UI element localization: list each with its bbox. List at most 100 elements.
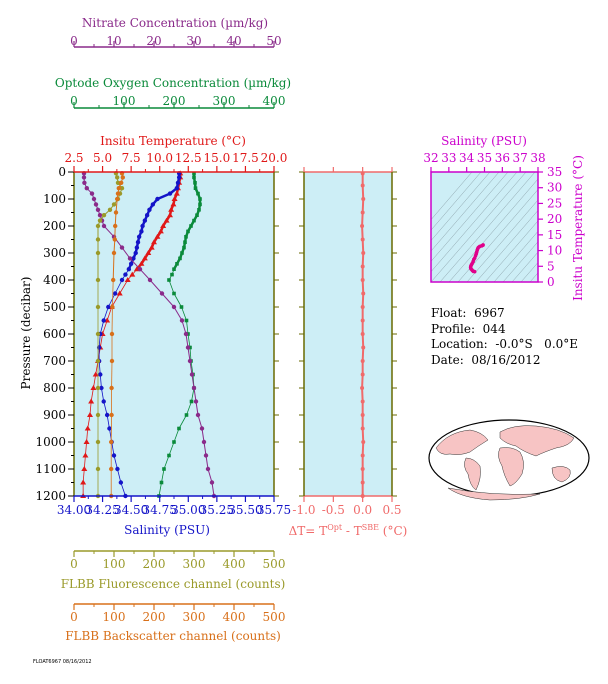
oxygen-point bbox=[162, 467, 166, 471]
oxygen-segment bbox=[168, 441, 175, 456]
oxygen-axis-title: Optode Oxygen Concentration (µm/kg) bbox=[55, 76, 291, 90]
nitrate-point bbox=[89, 191, 95, 196]
salinity-point bbox=[155, 196, 160, 202]
salinity-segment bbox=[117, 468, 122, 483]
nitrate-segment bbox=[203, 441, 207, 456]
delta-point bbox=[360, 494, 365, 498]
oxygen-series bbox=[157, 171, 202, 498]
salinity-segment bbox=[98, 360, 101, 375]
nitrate-point bbox=[101, 223, 107, 229]
salinity-point bbox=[167, 191, 173, 196]
temperature-axis: 2.5 5.0 7.5 10.0 12.5 15.0 17.5 20.0 bbox=[64, 151, 287, 173]
temperature-point bbox=[167, 212, 173, 218]
temperature-point bbox=[168, 206, 175, 212]
nitrate-series bbox=[81, 171, 217, 499]
salinity-segment bbox=[120, 482, 126, 497]
nitrate-point bbox=[127, 256, 133, 261]
oxygen-point bbox=[175, 262, 179, 266]
oxygen-segment bbox=[158, 482, 162, 497]
nitrate-point bbox=[191, 385, 197, 391]
salinity-point bbox=[107, 426, 112, 431]
date-value: 08/16/2012 bbox=[471, 352, 541, 367]
nitrate-segment bbox=[149, 279, 163, 294]
fluorescence-axis-title: FLBB Fluorescence channel (counts) bbox=[61, 577, 286, 591]
salinity-tick-label: 35.25 bbox=[200, 503, 234, 517]
oxygen-segment bbox=[191, 387, 195, 402]
ts-isopycnal bbox=[457, 189, 538, 282]
oxygen-point bbox=[183, 240, 187, 244]
temperature-point bbox=[145, 250, 152, 255]
backscatter-point bbox=[109, 466, 114, 472]
temperature-point bbox=[80, 479, 87, 485]
oxygen-point bbox=[172, 440, 176, 444]
ts-isopycnal bbox=[431, 172, 527, 282]
oxygen-point bbox=[178, 256, 182, 261]
oxygen-point bbox=[193, 181, 197, 185]
temperature-point bbox=[129, 271, 136, 277]
salinity-segment bbox=[111, 441, 115, 456]
oxygen-point bbox=[184, 318, 189, 323]
oxygen-point bbox=[192, 218, 196, 223]
nitrate-point bbox=[183, 331, 189, 337]
fluorescence-point bbox=[95, 439, 101, 445]
oxygen-segment bbox=[161, 468, 165, 483]
temperature-point bbox=[171, 196, 178, 201]
ts-isopycnal bbox=[475, 210, 538, 282]
delta-point bbox=[360, 237, 365, 242]
salinity-segment bbox=[114, 279, 123, 294]
fluorescence-point bbox=[95, 412, 101, 418]
backscatter-point bbox=[113, 223, 118, 229]
pressure-tick-label: 800 bbox=[43, 381, 66, 395]
salinity-segment bbox=[113, 455, 118, 470]
delta-axis-title: ΔT= TOpt - TSBE (°C) bbox=[289, 523, 408, 538]
ts-y-tick-label: 0 bbox=[547, 275, 555, 289]
oxygen-point bbox=[179, 305, 184, 309]
delta-point bbox=[360, 318, 365, 323]
float-value: 6967 bbox=[474, 306, 505, 320]
delta-point bbox=[361, 440, 366, 444]
salinity-point bbox=[106, 304, 111, 310]
delta-point bbox=[361, 197, 366, 201]
nitrate-segment bbox=[103, 225, 115, 238]
backscatter-segment bbox=[114, 212, 117, 227]
oxygen-point bbox=[189, 399, 194, 404]
backscatter-point bbox=[109, 385, 114, 391]
ts-isopycnal bbox=[431, 172, 509, 262]
salinity-segment bbox=[99, 374, 102, 389]
salinity-point bbox=[115, 466, 120, 472]
pressure-tick-label: 400 bbox=[43, 273, 66, 287]
nitrate-segment bbox=[185, 333, 189, 348]
main-plot-axes: 0 100 200 300 400 500 600 700 800 900 1000 1100 1200 bbox=[35, 165, 279, 503]
salinity-point bbox=[112, 291, 118, 296]
backscatter-point bbox=[111, 250, 117, 256]
temperature-tick-label: 5.0 bbox=[93, 151, 112, 165]
oxygen-point bbox=[198, 202, 202, 207]
oxygen-segment bbox=[186, 401, 192, 416]
salinity-segment bbox=[99, 320, 105, 335]
temperature-point bbox=[160, 223, 167, 228]
fluorescence-point bbox=[115, 180, 121, 185]
temperature-segment bbox=[106, 306, 113, 321]
float-label: Float: bbox=[431, 306, 467, 320]
location-label: Location: bbox=[431, 337, 488, 351]
oxygen-point bbox=[172, 291, 176, 296]
fluorescence-tick-label: 500 bbox=[263, 557, 286, 571]
oxygen-point bbox=[170, 272, 174, 277]
temperature-point bbox=[82, 452, 89, 458]
nitrate-point bbox=[185, 345, 191, 350]
delta-point bbox=[361, 291, 366, 296]
backscatter-axis: 0 100 200 300 400 500 bbox=[70, 603, 285, 624]
salinity-tick-label: 34.75 bbox=[143, 503, 177, 517]
nitrate-point bbox=[205, 466, 211, 472]
pressure-tick-label: 1200 bbox=[35, 489, 66, 503]
ts-isopycnal bbox=[439, 172, 536, 282]
nitrate-segment bbox=[191, 374, 195, 389]
ts-y-tick-label: 5 bbox=[547, 259, 555, 273]
backscatter-tick-label: 0 bbox=[70, 610, 78, 624]
fluorescence-point bbox=[95, 250, 101, 256]
backscatter-point bbox=[115, 196, 120, 202]
pressure-tick-label: 200 bbox=[43, 219, 66, 233]
salinity-tick-label: 34.00 bbox=[57, 503, 91, 517]
ts-y-tick-label: 20 bbox=[547, 212, 562, 226]
